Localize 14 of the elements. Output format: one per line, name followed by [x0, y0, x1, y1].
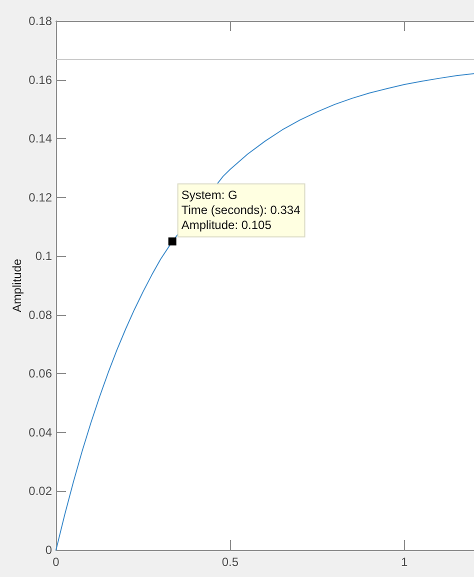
x-tick-label: 0.5 — [222, 555, 239, 569]
y-tick-label: 0.1 — [35, 249, 52, 264]
y-tick-label: 0.14 — [28, 132, 52, 146]
y-tick-label: 0.18 — [28, 14, 52, 28]
y-tick-label: 0.12 — [28, 190, 52, 204]
y-tick-label: 0.16 — [28, 72, 52, 87]
y-tick-label: 0 — [45, 543, 52, 557]
y-tick-label: 0.06 — [28, 366, 52, 381]
y-tick-label: 0.02 — [28, 484, 52, 498]
y-tick-label: 0.08 — [28, 308, 52, 322]
x-tick-label: 1 — [400, 555, 408, 569]
annotation: System: G Time (seconds): 0.334 Amplitude: 0.105 — [181, 188, 301, 232]
y-axis-title: Amplitude — [10, 258, 24, 312]
y-tick-label: 0.04 — [28, 425, 52, 440]
